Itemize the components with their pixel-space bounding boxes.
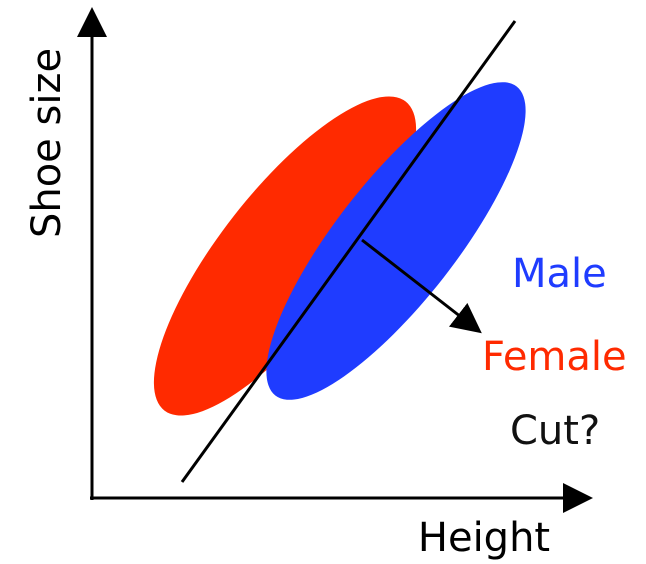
normal-arrow [361,238,482,334]
cut-label: Cut? [510,408,600,454]
female-label: Female [482,334,627,380]
male-label: Male [512,251,607,297]
female-cluster [153,96,417,416]
male-cluster [266,82,526,400]
y-axis-label: Shoe size [24,48,70,238]
cut-line [180,20,517,483]
x-axis-label: Height [418,515,550,561]
